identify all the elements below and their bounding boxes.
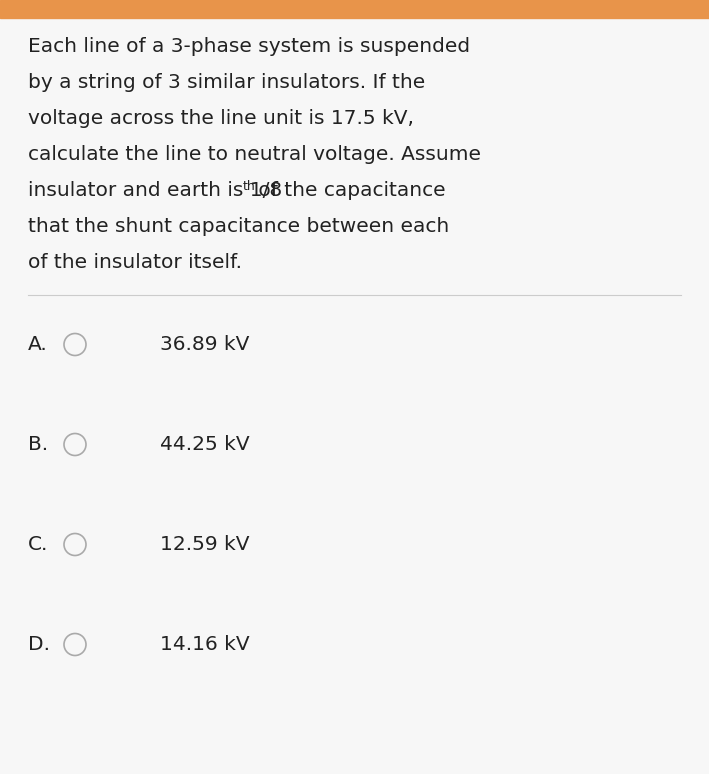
Text: voltage across the line unit is 17.5 kV,: voltage across the line unit is 17.5 kV, (28, 109, 414, 128)
Text: by a string of 3 similar insulators. If the: by a string of 3 similar insulators. If … (28, 74, 425, 93)
Text: 36.89 kV: 36.89 kV (160, 335, 250, 354)
Text: 14.16 kV: 14.16 kV (160, 635, 250, 654)
Text: D.: D. (28, 635, 50, 654)
Text: of the insulator itself.: of the insulator itself. (28, 254, 242, 272)
Ellipse shape (64, 533, 86, 556)
Text: th: th (242, 180, 255, 193)
Text: C.: C. (28, 535, 48, 554)
Text: B.: B. (28, 435, 48, 454)
Ellipse shape (64, 633, 86, 656)
Text: 12.59 kV: 12.59 kV (160, 535, 250, 554)
Bar (0, 0, 709, 18)
Ellipse shape (64, 334, 86, 355)
Ellipse shape (64, 433, 86, 456)
Text: of the capacitance: of the capacitance (252, 181, 446, 200)
Text: that the shunt capacitance between each: that the shunt capacitance between each (28, 217, 450, 237)
Text: calculate the line to neutral voltage. Assume: calculate the line to neutral voltage. A… (28, 146, 481, 165)
Text: 44.25 kV: 44.25 kV (160, 435, 250, 454)
Text: Each line of a 3-phase system is suspended: Each line of a 3-phase system is suspend… (28, 37, 470, 57)
Text: insulator and earth is 1/8: insulator and earth is 1/8 (28, 181, 282, 200)
Text: A.: A. (28, 335, 48, 354)
